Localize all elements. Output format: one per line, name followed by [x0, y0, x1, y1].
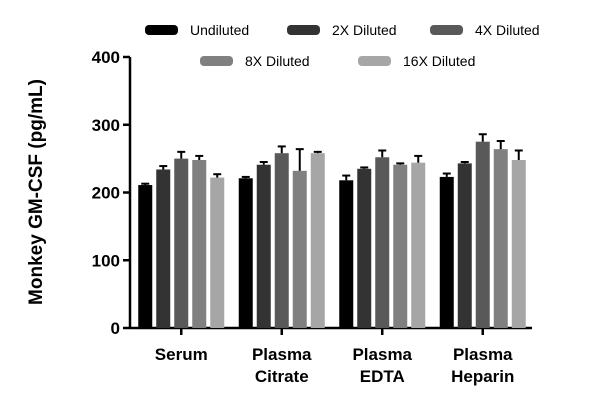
- bar: [393, 164, 408, 328]
- y-tick-label: 200: [92, 184, 120, 203]
- x-tick-label: Plasma: [252, 345, 312, 364]
- x-tick-label: Citrate: [255, 367, 309, 386]
- bar: [375, 157, 390, 328]
- bar: [292, 170, 307, 328]
- legend-swatch: [145, 25, 178, 35]
- bar: [156, 169, 171, 328]
- legend-label: Undiluted: [190, 22, 249, 38]
- bar: [511, 159, 526, 328]
- y-tick-label: 0: [111, 319, 120, 338]
- x-tick-label: Heparin: [451, 367, 514, 386]
- bar: [310, 153, 325, 328]
- y-tick-label: 100: [92, 251, 120, 270]
- x-tick-label: Plasma: [352, 345, 412, 364]
- legend-label: 8X Diluted: [245, 53, 310, 69]
- y-tick-label: 400: [92, 48, 120, 67]
- legend-label: 2X Diluted: [332, 22, 397, 38]
- bar: [411, 162, 426, 328]
- bar: [357, 168, 372, 328]
- legend: Undiluted 2X Diluted 4X Diluted 8X Diluted 1…: [145, 22, 540, 69]
- bar: [493, 149, 508, 328]
- bar: [457, 163, 472, 328]
- y-axis-title: Monkey GM-CSF (pg/mL): [26, 79, 47, 305]
- legend-swatch: [430, 25, 463, 35]
- legend-swatch: [287, 25, 320, 35]
- bar: [138, 185, 153, 328]
- bar: [192, 159, 207, 328]
- y-axis: 0 100 200 300 400: [92, 48, 132, 338]
- bar: [439, 176, 454, 328]
- legend-label: 4X Diluted: [475, 22, 540, 38]
- legend-swatch: [200, 56, 233, 66]
- bar: [274, 153, 289, 328]
- legend-label: 16X Diluted: [403, 53, 475, 69]
- x-tick-label: Serum: [155, 345, 208, 364]
- bar: [475, 141, 490, 328]
- bar: [238, 178, 253, 328]
- y-tick-label: 300: [92, 116, 120, 135]
- bar: [174, 158, 189, 328]
- bar: [210, 177, 225, 328]
- x-tick-label: EDTA: [360, 367, 405, 386]
- x-tick-label: Plasma: [453, 345, 513, 364]
- bar: [256, 164, 271, 328]
- legend-swatch: [358, 56, 391, 66]
- bars: [138, 133, 526, 328]
- x-axis: Serum Plasma Citrate Plasma EDTA Plasma Hepari…: [130, 326, 532, 386]
- bar: [339, 180, 354, 328]
